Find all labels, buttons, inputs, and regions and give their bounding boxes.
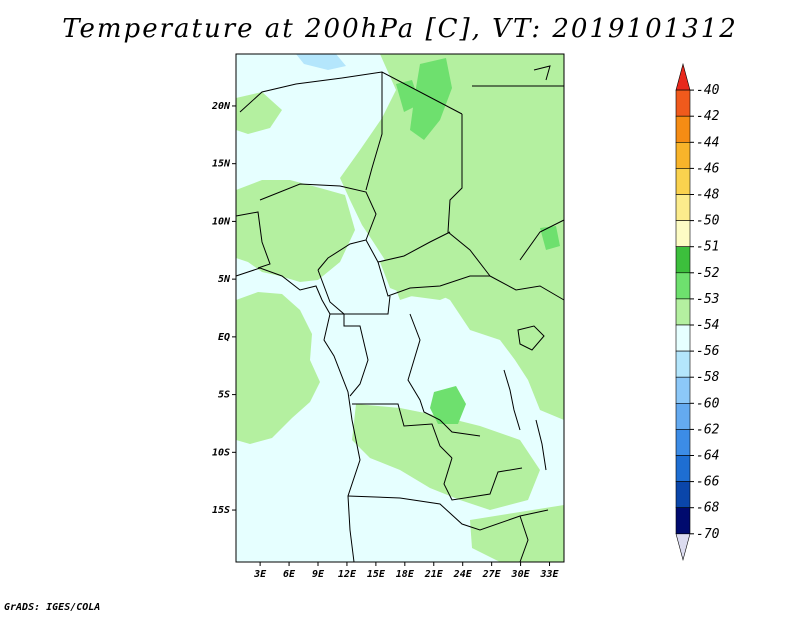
colorbar-label: -52 (696, 266, 720, 281)
boundary-sahel-west (239, 77, 343, 113)
colorbar-segment (675, 89, 691, 117)
colorbar-label: -40 (696, 83, 720, 98)
colorbar-label: -66 (696, 475, 720, 490)
colorbar-segment (675, 272, 691, 300)
colorbar-label: -64 (696, 449, 719, 464)
lon-label: 30E (511, 569, 531, 580)
colorbar-segment (675, 507, 691, 535)
lake-malawi (535, 419, 547, 471)
colorbar-label: -68 (696, 501, 720, 516)
colorbar-segment (675, 298, 691, 326)
colorbar-label: -62 (696, 422, 720, 437)
colorbar-segment (675, 402, 691, 430)
lat-label: 15S (212, 505, 230, 516)
boundaries (235, 65, 565, 563)
boundary-chad-car (365, 231, 451, 263)
band-53-west (236, 180, 355, 282)
boundary-car-drc (377, 261, 490, 297)
band-52-congo (430, 386, 466, 424)
colorbar-segment (675, 429, 691, 456)
colorbar-segment (675, 142, 691, 169)
colorbar-segment (675, 376, 691, 404)
colorbar-label: -60 (696, 396, 720, 411)
grads-credit: GrADS: IGES/COLA (4, 602, 101, 613)
colorbar-label: -56 (696, 344, 720, 359)
colorbar-label: -50 (696, 214, 720, 229)
lon-label: 6E (283, 569, 296, 580)
lon-label: 15E (367, 569, 386, 580)
boundary-angola-north (352, 403, 453, 459)
band-52-north (410, 58, 452, 140)
plot-frame (235, 53, 565, 563)
boundary-drc-east (407, 313, 481, 437)
red-sea-coast (533, 65, 551, 81)
boundary-mozambique (519, 515, 529, 563)
lat-label: 10N (212, 216, 231, 227)
lat-label: EQ (218, 332, 230, 343)
band-53-northwest (236, 92, 282, 134)
colorbar-segment (675, 246, 691, 274)
map-title: Temperature at 200hPa [C], VT: 201910131… (62, 14, 738, 44)
colorbar-label: -42 (696, 109, 720, 124)
lon-label: 27E (482, 569, 502, 580)
lat-label: 5N (218, 274, 231, 285)
boundary-west-africa (235, 211, 271, 269)
coastline-west (235, 267, 361, 563)
band-52-east (540, 226, 560, 250)
colorbar-segment (675, 115, 691, 143)
lon-label: 21E (424, 569, 444, 580)
latitude-axis: 20N 15N 10N 5N EQ 5S 10S 15S (211, 101, 236, 516)
band-52-sahara (396, 80, 420, 112)
boundary-nigeria (259, 183, 377, 271)
boundary-sudan-south (489, 275, 565, 301)
band-53-south (352, 404, 540, 510)
boundary-ethiopia (519, 219, 565, 261)
lon-label: 12E (338, 569, 357, 580)
temperature-field (236, 54, 564, 562)
colorbar-label: -70 (696, 527, 720, 542)
lake-tanganyika (503, 369, 521, 431)
colorbar-segment (675, 455, 691, 482)
lat-label: 15N (212, 159, 231, 170)
lon-label: 3E (253, 569, 267, 580)
colorbar-label: -48 (696, 188, 720, 203)
colorbar-segment (675, 481, 691, 509)
colorbar-label: -51 (696, 240, 719, 255)
colorbar-segment (675, 168, 691, 195)
colorbar: -40 -42 -44 -46 -48 -50 -51 -52 -53 -54 -56 -58 -60 -… (675, 62, 720, 562)
colorbar-cap-top (675, 62, 691, 91)
colorbar-segment (675, 220, 691, 248)
lon-label: 33E (539, 569, 559, 580)
lat-label: 20N (211, 101, 231, 112)
lat-label: 5S (218, 390, 230, 401)
band-56-north (296, 54, 346, 70)
boundary-gabon-congo (330, 313, 369, 397)
colorbar-label: -54 (696, 318, 719, 333)
colorbar-segment (675, 350, 691, 378)
colorbar-label: -53 (696, 292, 719, 307)
lat-label: 10S (212, 447, 230, 458)
longitude-axis: 3E 6E 9E 12E 15E 18E 21E 24E 27E 30E 33E (253, 562, 560, 580)
lon-label: 24E (453, 569, 473, 580)
colorbar-segment (675, 194, 691, 221)
colorbar-label: -46 (696, 161, 720, 176)
colorbar-segment (675, 324, 691, 352)
colorbar-label: -44 (696, 135, 719, 150)
boundary-niger-chad (365, 72, 383, 191)
band-53-coast (236, 292, 320, 444)
lon-label: 18E (396, 569, 415, 580)
colorbar-cap-bottom (675, 533, 691, 562)
boundary-chad-sudan (447, 114, 491, 277)
colorbar-label: -58 (696, 370, 720, 385)
band-53-southeast (470, 505, 564, 562)
boundary-angola-zambia (443, 457, 523, 501)
lon-label: 9E (312, 569, 325, 580)
lake-victoria (517, 325, 545, 351)
